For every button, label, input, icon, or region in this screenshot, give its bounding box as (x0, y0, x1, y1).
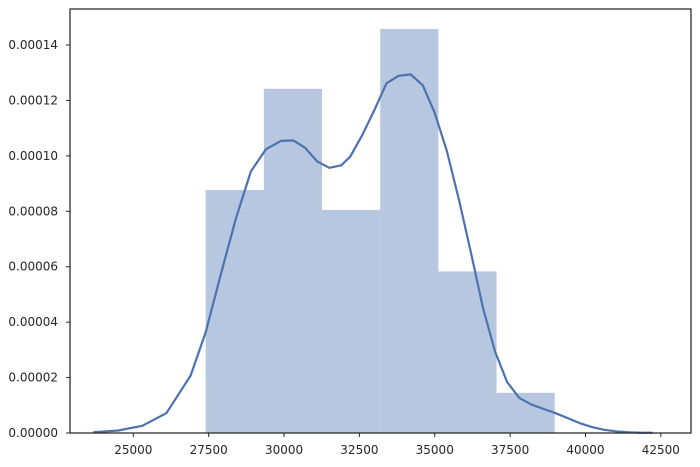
x-tick-label: 42500 (642, 443, 680, 457)
y-tick-label: 0.00012 (8, 93, 58, 107)
x-tick-label: 37500 (491, 443, 529, 457)
x-tick-label: 40000 (566, 443, 604, 457)
histogram-bar (496, 392, 555, 433)
histogram-bar (438, 271, 497, 433)
x-axis-ticks: 25000 27500 30000 32500 35000 37500 40000 42500 (114, 433, 680, 457)
y-tick-label: 0.00008 (8, 204, 58, 218)
histogram-bar (322, 209, 381, 433)
y-tick-label: 0.00000 (8, 426, 58, 440)
histogram-bar (205, 189, 264, 433)
x-tick-label: 32500 (340, 443, 378, 457)
plot-frame (69, 8, 692, 434)
y-tick-label: 0.00002 (8, 371, 58, 385)
x-tick-label: 35000 (416, 443, 454, 457)
histogram-bar (380, 28, 439, 433)
x-tick-label: 25000 (114, 443, 152, 457)
kde-curve (93, 73, 653, 434)
x-tick-label: 30000 (265, 443, 303, 457)
y-tick-label: 0.00004 (8, 315, 58, 329)
y-axis-ticks: 0.00000 0.00002 0.00004 0.00006 0.00008 0.000… (8, 38, 70, 440)
x-tick-label: 27500 (190, 443, 228, 457)
y-tick-label: 0.00014 (8, 38, 58, 52)
y-tick-label: 0.00010 (8, 149, 58, 163)
y-tick-label: 0.00006 (8, 260, 58, 274)
